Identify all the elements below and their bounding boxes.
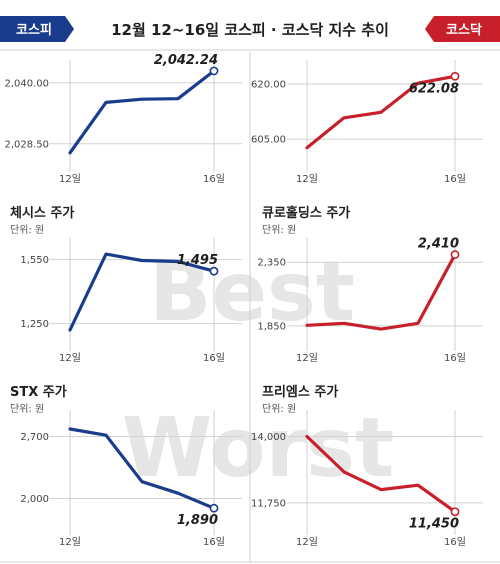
chart-panel-kosdaq-index: 605.00 620.00 12일 16일 622.08 [251, 60, 483, 185]
y-tick-label: 2,700 [20, 432, 49, 443]
x-tick-label: 16일 [203, 352, 225, 364]
y-tick-label: 2,000 [20, 494, 49, 505]
x-tick-label: 12일 [59, 536, 81, 548]
y-tick-label: 605.00 [251, 135, 286, 146]
header: 코스피 12월 12~16일 코스피 · 코스닥 지수 추이 코스닥 [0, 16, 500, 42]
x-tick-label: 16일 [444, 173, 466, 185]
series-line [305, 253, 457, 331]
end-point-marker [209, 503, 219, 513]
end-value-label: 1,495 [177, 253, 218, 268]
kosdaq-tag-background [425, 16, 500, 42]
x-tick-label: 12일 [59, 173, 81, 185]
end-point-marker [450, 71, 460, 81]
end-value-label: 11,450 [409, 517, 459, 532]
y-tick-label: 2,350 [257, 258, 286, 269]
series-line [68, 427, 216, 510]
kosdaq-tag: 코스닥 [446, 22, 482, 38]
end-value-label: 1,890 [177, 513, 218, 528]
end-value-label: 622.08 [409, 81, 459, 96]
series-line [305, 74, 457, 150]
chart-unit: 단위: 원 [10, 223, 44, 236]
y-tick-label: 2,040.00 [4, 78, 49, 89]
chart-title: 프리엠스 주가 [262, 384, 338, 400]
y-tick-label: 14,000 [251, 432, 286, 443]
y-tick-label: 1,250 [20, 319, 49, 330]
end-point-marker [209, 66, 219, 76]
series-line [68, 69, 216, 155]
page-title: 12월 12~16일 코스피 · 코스닥 지수 추이 [111, 21, 389, 39]
chart-title: 큐로홀딩스 주가 [262, 205, 350, 221]
x-tick-label: 16일 [203, 173, 225, 185]
y-tick-label: 2,028.50 [4, 139, 49, 150]
chart-title: STX 주가 [10, 385, 67, 400]
series-line [305, 434, 457, 514]
x-tick-label: 16일 [203, 536, 225, 548]
y-tick-label: 1,550 [20, 255, 49, 266]
kospi-tag-background [0, 16, 74, 42]
y-tick-label: 620.00 [251, 79, 286, 90]
x-tick-label: 12일 [296, 352, 318, 364]
end-point-marker [450, 507, 460, 517]
end-value-label: 2,410 [418, 237, 459, 252]
chart-unit: 단위: 원 [262, 223, 296, 236]
x-tick-label: 16일 [444, 352, 466, 364]
y-tick-label: 11,750 [251, 498, 286, 509]
chart-unit: 단위: 원 [10, 402, 44, 415]
chart-title: 체시스 주가 [10, 206, 74, 221]
kospi-tag: 코스피 [16, 23, 52, 38]
x-tick-label: 12일 [296, 536, 318, 548]
x-tick-label: 12일 [59, 352, 81, 364]
x-tick-label: 12일 [296, 173, 318, 185]
y-tick-label: 1,850 [257, 321, 286, 332]
chart-panel-kospi-index: 2,028.50 2,040.00 12일 16일 2,042.24 [4, 53, 242, 185]
end-value-label: 2,042.24 [154, 53, 218, 68]
end-point-marker [209, 266, 219, 276]
series-line [68, 252, 216, 332]
x-tick-label: 16일 [444, 536, 466, 548]
watermark-worst: Worst [122, 401, 394, 496]
end-point-marker [450, 250, 460, 259]
chart-unit: 단위: 원 [262, 402, 296, 415]
